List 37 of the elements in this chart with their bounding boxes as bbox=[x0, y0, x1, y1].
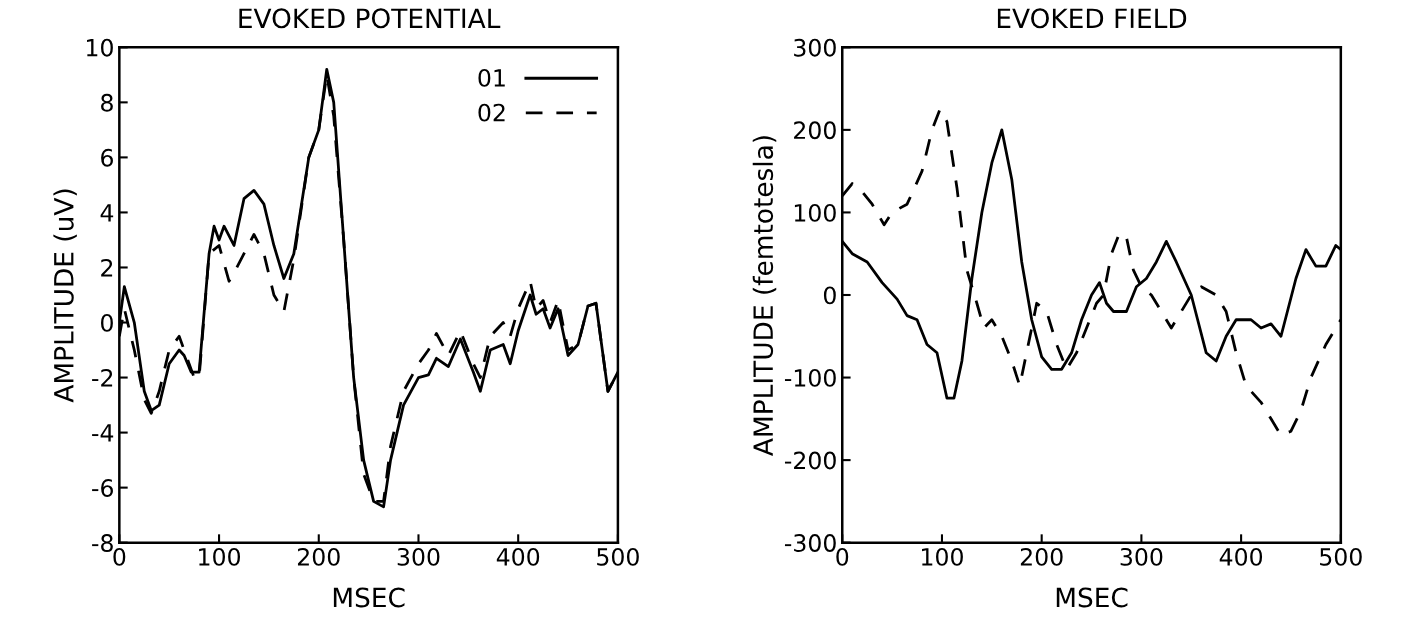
y-tick-label: -100 bbox=[784, 368, 836, 387]
y-tick-label: 0 bbox=[823, 286, 836, 305]
chart-title: EVOKED POTENTIAL bbox=[239, 8, 501, 29]
chart-title: EVOKED FIELD bbox=[997, 8, 1187, 29]
y-axis-title: AMPLITUDE (uV) bbox=[53, 189, 77, 403]
x-tick-label: 300 bbox=[397, 547, 440, 566]
y-tick-label: 6 bbox=[101, 148, 113, 167]
x-tick-label: 200 bbox=[297, 547, 340, 566]
y-tick-label: -200 bbox=[784, 451, 836, 470]
y-tick-label: 10 bbox=[87, 38, 113, 57]
x-tick-label: 100 bbox=[199, 547, 241, 566]
x-tick-label: 400 bbox=[496, 547, 540, 566]
y-tick-label: 4 bbox=[100, 204, 114, 222]
x-tick-label: 300 bbox=[1120, 547, 1163, 566]
y-tick-label: 200 bbox=[794, 121, 836, 140]
y-tick-label: 0 bbox=[101, 313, 113, 332]
y-tick-label: -2 bbox=[92, 368, 113, 387]
legend-label: 02 bbox=[478, 103, 505, 122]
y-tick-label: -4 bbox=[92, 424, 114, 442]
x-tick-label: 200 bbox=[1020, 547, 1063, 566]
y-tick-label: 100 bbox=[794, 203, 836, 222]
y-tick-label: -8 bbox=[92, 534, 113, 552]
x-axis-title: MSEC bbox=[333, 587, 405, 608]
x-tick-label: 500 bbox=[597, 547, 639, 566]
legend-label: 01 bbox=[478, 68, 505, 87]
x-tick-label: 0 bbox=[113, 547, 126, 566]
x-tick-label: 500 bbox=[1320, 547, 1362, 566]
y-tick-label: 8 bbox=[101, 93, 113, 112]
x-tick-label: 100 bbox=[922, 547, 963, 566]
y-axis-title: AMPLITUDE (femtotesla) bbox=[752, 136, 777, 456]
y-tick-label: 2 bbox=[101, 258, 113, 277]
y-tick-label: -6 bbox=[92, 479, 113, 497]
x-tick-label: 0 bbox=[836, 547, 849, 566]
y-tick-label: 300 bbox=[794, 38, 836, 57]
y-tick-label: -300 bbox=[784, 534, 836, 552]
x-tick-label: 400 bbox=[1219, 547, 1263, 566]
x-axis-title: MSEC bbox=[1056, 587, 1128, 608]
